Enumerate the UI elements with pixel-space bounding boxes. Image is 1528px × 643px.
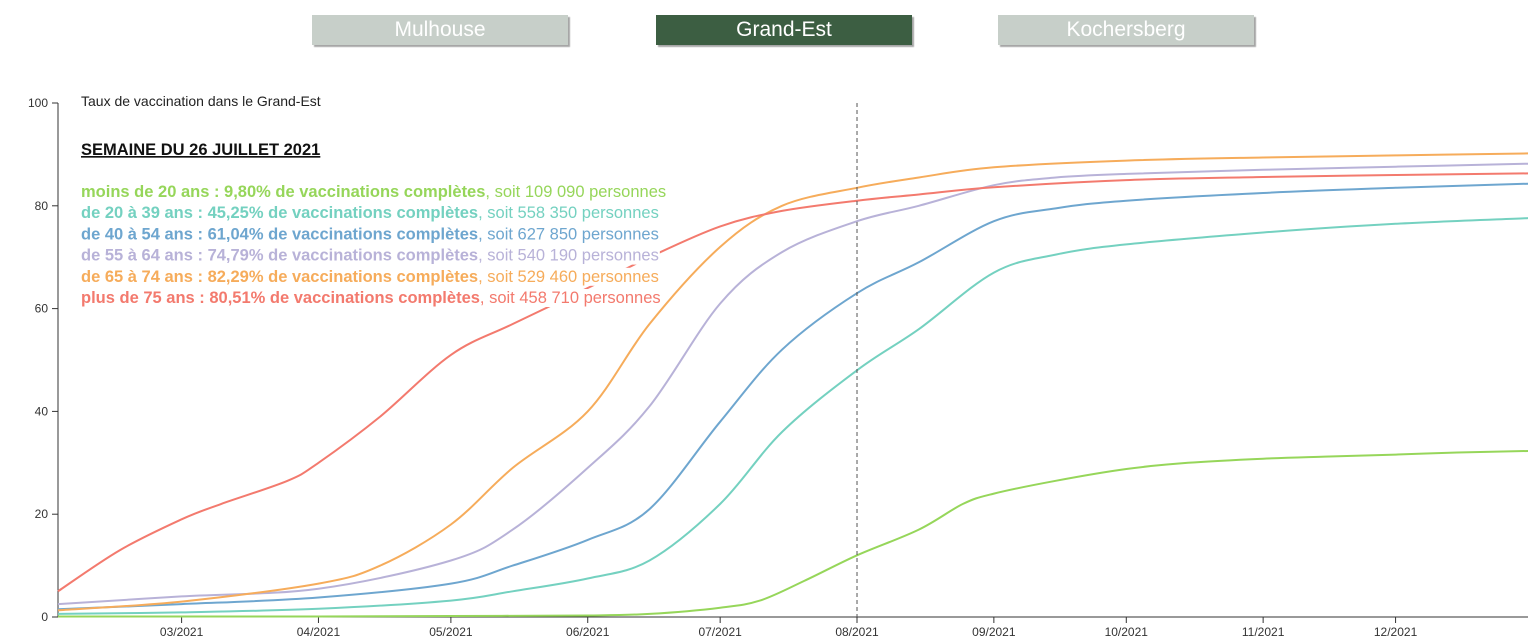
legend-entry-bold: moins de 20 ans : 9,80% de vaccinations … [81,183,485,201]
x-tick-label: 04/2021 [297,625,341,639]
legend-entry-4: de 65 à 74 ans : 82,29% de vaccinations … [81,268,659,286]
legend-entry-0: moins de 20 ans : 9,80% de vaccinations … [81,183,666,201]
legend-entry-rest: , soit 458 710 personnes [480,289,661,307]
chart-title: Taux de vaccination dans le Grand-Est [81,93,321,109]
chart-subtitle: SEMAINE DU 26 JUILLET 2021 [81,141,320,159]
y-tick-label: 100 [28,96,48,110]
y-tick-label: 80 [35,199,49,213]
x-tick-label: 08/2021 [835,625,879,639]
legend-entry-bold: de 65 à 74 ans : 82,29% de vaccinations … [81,268,478,286]
legend-backing [80,183,668,201]
legend-entry-rest: , soit 529 460 personnes [478,268,659,286]
legend: moins de 20 ans : 9,80% de vaccinations … [80,183,668,307]
region-tabs: Mulhouse Grand-Est Kochersberg [0,15,1528,45]
legend-entry-rest: , soit 109 090 personnes [485,183,666,201]
tab-mulhouse[interactable]: Mulhouse [312,15,568,45]
legend-entry-rest: , soit 540 190 personnes [478,247,659,265]
legend-entry-bold: de 55 à 64 ans : 74,79% de vaccinations … [81,247,478,265]
legend-entry-5: plus de 75 ans : 80,51% de vaccinations … [81,289,661,307]
x-tick-label: 05/2021 [429,625,473,639]
legend-entry-rest: , soit 627 850 personnes [478,225,659,243]
series-line-4 [57,152,1528,612]
series-line-0 [57,450,1528,618]
series-line-2 [57,182,1528,611]
legend-entry-bold: de 20 à 39 ans : 45,25% de vaccinations … [81,204,478,222]
legend-entry-1: de 20 à 39 ans : 45,25% de vaccinations … [81,204,659,222]
series-line-3 [57,162,1528,606]
y-tick-label: 20 [35,507,49,521]
x-tick-label: 06/2021 [566,625,610,639]
tab-kochersberg[interactable]: Kochersberg [998,15,1254,45]
x-tick-label: 10/2021 [1105,625,1149,639]
y-tick-label: 0 [41,610,48,624]
legend-backing [80,204,660,223]
tab-grand-est[interactable]: Grand-Est [656,15,912,45]
legend-backing [80,267,660,286]
x-tick-label: 07/2021 [698,625,742,639]
legend-entry-bold: de 40 à 54 ans : 61,04% de vaccinations … [81,225,478,243]
legend-entry-rest: , soit 558 350 personnes [478,204,659,222]
y-tick-label: 40 [35,404,49,418]
x-tick-label: 11/2021 [1242,625,1285,639]
x-tick-label: 12/2021 [1374,625,1418,639]
x-tick-label: 03/2021 [160,625,204,639]
legend-entry-3: de 55 à 64 ans : 74,79% de vaccinations … [81,247,659,265]
y-tick-label: 60 [35,302,49,316]
series-line-1 [57,217,1528,615]
legend-backing [80,289,662,307]
legend-entry-2: de 40 à 54 ans : 61,04% de vaccinations … [81,225,659,243]
legend-backing [80,246,660,265]
legend-backing [80,225,660,244]
legend-entry-bold: plus de 75 ans : 80,51% de vaccinations … [81,289,480,307]
axes: 0 20 40 60 80 100 03/2021 04/2021 05/2021 06/2021… [28,96,1528,639]
series-lines [57,152,1528,618]
x-tick-label: 09/2021 [972,625,1016,639]
